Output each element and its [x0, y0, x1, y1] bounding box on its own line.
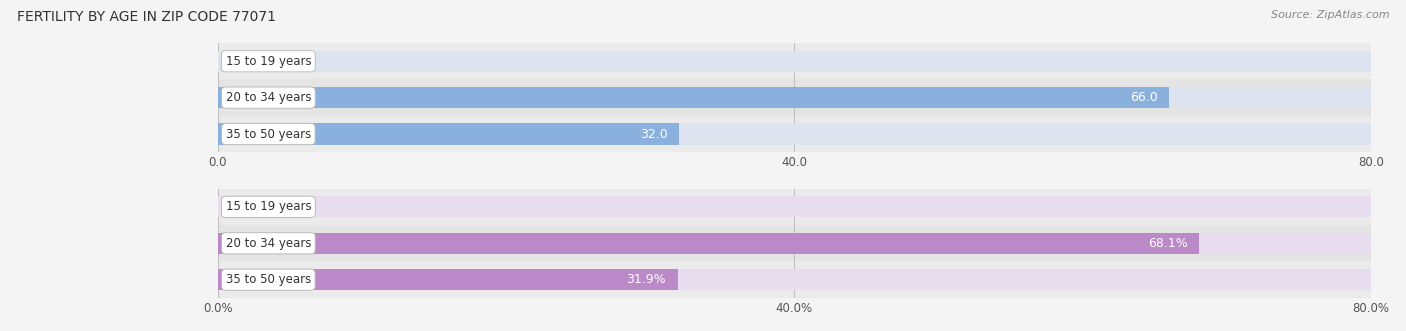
Text: 31.9%: 31.9% — [627, 273, 666, 286]
Text: 32.0: 32.0 — [640, 127, 668, 141]
Text: 20 to 34 years: 20 to 34 years — [225, 237, 311, 250]
Bar — [218, 233, 1199, 254]
Bar — [218, 87, 1170, 108]
Bar — [218, 116, 1371, 152]
Text: Source: ZipAtlas.com: Source: ZipAtlas.com — [1271, 10, 1389, 20]
Bar — [218, 79, 1371, 116]
Bar — [218, 43, 1371, 79]
Text: 35 to 50 years: 35 to 50 years — [226, 273, 311, 286]
Text: 66.0: 66.0 — [1130, 91, 1157, 104]
Bar — [218, 123, 679, 145]
Bar — [218, 269, 678, 290]
Text: 0.0%: 0.0% — [229, 200, 262, 213]
Text: 35 to 50 years: 35 to 50 years — [226, 127, 311, 141]
Text: 0.0: 0.0 — [229, 55, 249, 68]
Text: 20 to 34 years: 20 to 34 years — [225, 91, 311, 104]
Bar — [218, 51, 1371, 72]
Bar — [218, 123, 1371, 145]
Text: 68.1%: 68.1% — [1149, 237, 1188, 250]
Text: 15 to 19 years: 15 to 19 years — [225, 200, 311, 213]
Bar — [218, 196, 1371, 217]
Bar — [218, 189, 1371, 225]
Bar — [218, 261, 1371, 298]
Bar — [218, 225, 1371, 261]
Text: 15 to 19 years: 15 to 19 years — [225, 55, 311, 68]
Text: FERTILITY BY AGE IN ZIP CODE 77071: FERTILITY BY AGE IN ZIP CODE 77071 — [17, 10, 276, 24]
Bar — [218, 233, 1371, 254]
Bar — [218, 87, 1371, 108]
Bar — [218, 269, 1371, 290]
